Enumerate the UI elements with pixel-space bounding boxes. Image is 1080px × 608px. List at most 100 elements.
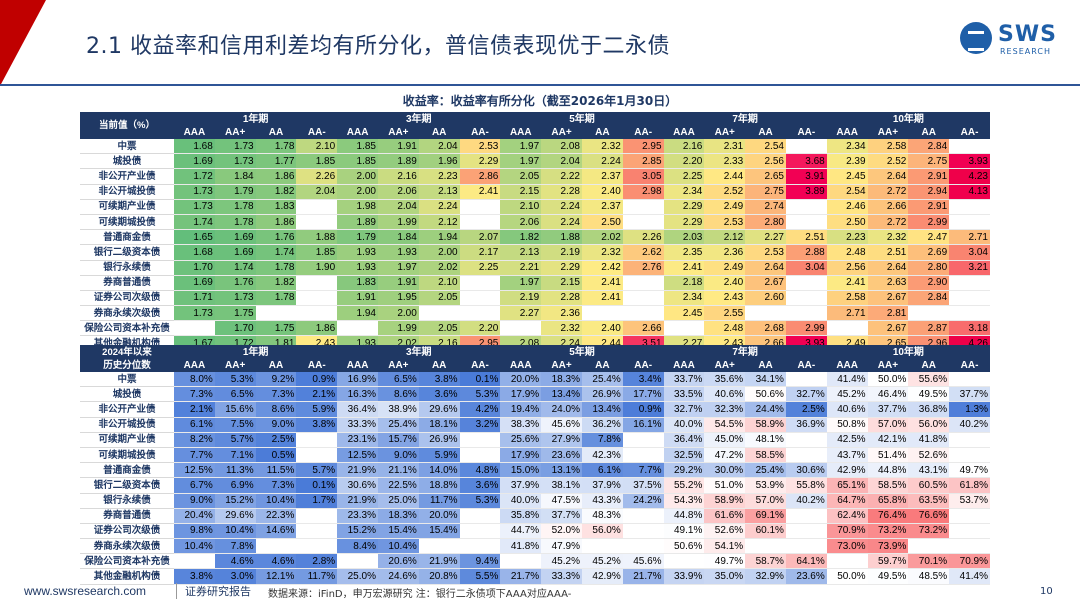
rating-header: AA — [908, 126, 950, 139]
percentile-cell: 1.7% — [296, 493, 338, 509]
percentile-cell: 63.5% — [908, 493, 950, 509]
percentile-cell: 12.1% — [255, 568, 297, 585]
percentile-cell: 13.4% — [541, 386, 582, 403]
percentile-cell: 7.7% — [174, 447, 215, 464]
percentile-cell: 10.4% — [174, 538, 215, 555]
yield-cell: 2.29 — [663, 214, 705, 231]
percentile-cell: 5.9% — [296, 401, 338, 418]
percentile-cell: 18.3% — [541, 372, 582, 388]
yield-cell: 2.16 — [663, 139, 705, 155]
yield-cell: 1.72 — [174, 168, 215, 185]
yield-cell — [785, 214, 827, 231]
percentile-cell: 35.0% — [704, 568, 746, 585]
yield-cell: 2.45 — [826, 168, 868, 185]
yield-cell: 1.85 — [337, 139, 378, 155]
rating-header: AA- — [296, 359, 338, 372]
row-label: 普通商金债 — [80, 229, 174, 246]
yield-cell: 2.99 — [785, 320, 827, 337]
row-label: 银行永续债 — [80, 260, 174, 276]
yield-cell — [459, 214, 501, 231]
percentile-cell: 32.3% — [704, 401, 746, 418]
percentile-cell: 5.3% — [214, 372, 256, 388]
yield-cell: 2.22 — [541, 168, 582, 185]
percentile-cell: 2.5% — [255, 432, 297, 448]
percentile-cell: 60.1% — [745, 523, 786, 540]
yield-cell: 2.62 — [622, 244, 664, 261]
percentile-cell: 14.0% — [418, 462, 460, 479]
yield-cell: 1.76 — [255, 229, 297, 246]
percentile-cell: 25.4% — [581, 372, 623, 388]
yield-cell: 2.41 — [663, 260, 705, 276]
page-number: 10 — [1040, 586, 1053, 597]
percentile-cell: 65.1% — [826, 477, 868, 494]
percentile-cell: 11.7% — [296, 568, 338, 585]
percentile-cell: 5.3% — [459, 493, 501, 509]
yield-cell: 1.68 — [174, 244, 215, 261]
yield-cell: 2.05 — [418, 320, 460, 337]
row-label: 券商永续次级债 — [80, 305, 174, 322]
yield-cell: 2.49 — [704, 260, 746, 276]
yield-cell: 2.40 — [581, 320, 623, 337]
accent-red-corner — [0, 0, 46, 86]
percentile-cell: 40.6% — [826, 401, 868, 418]
percentile-cell: 25.4% — [745, 462, 786, 479]
yield-cell: 1.82 — [255, 184, 297, 200]
percentile-cell: 48.5% — [908, 568, 950, 585]
yield-cell: 1.77 — [255, 153, 297, 170]
rating-header: AA — [418, 126, 460, 139]
percentile-cell: 21.9% — [418, 553, 460, 570]
percentile-cell: 3.6% — [459, 477, 501, 494]
yield-cell — [255, 305, 297, 322]
percentile-cell — [296, 432, 338, 448]
yield-cell: 2.37 — [581, 168, 623, 185]
percentile-cell: 56.0% — [908, 417, 950, 433]
percentile-table: 2024年以来 历史分位数 1年期 3年期 5年期 7年期 10年期 AAA AA+ AA AA- A… — [80, 345, 990, 585]
percentile-cell: 7.3% — [174, 386, 215, 403]
yield-cell: 3.68 — [785, 153, 827, 170]
percentile-cell: 16.3% — [337, 386, 378, 403]
percentile-cell: 7.3% — [255, 386, 297, 403]
yield-cell: 2.28 — [541, 290, 582, 307]
yield-cell: 1.86 — [255, 214, 297, 231]
percentile-cell — [826, 553, 868, 570]
yield-cell — [826, 320, 868, 337]
yield-cell: 1.73 — [214, 153, 256, 170]
row-label: 可续期城投债 — [80, 447, 174, 464]
percentile-cell: 17.9% — [500, 386, 542, 403]
percentile-cell: 50.6% — [745, 386, 786, 403]
percentile-cell — [174, 553, 215, 570]
rating-header: AAA — [337, 126, 378, 139]
percentile-cell: 2.1% — [296, 386, 338, 403]
percentile-cell: 10.4% — [214, 523, 256, 540]
corner-label-text: 当前值（%） — [99, 120, 155, 131]
rating-header: AA — [745, 359, 786, 372]
yield-cell: 1.97 — [500, 275, 542, 291]
table-row: 券商永续次级债 1.73 1.75 1.94 2.00 2.27 2.36 2.45 2.55 2… — [80, 305, 990, 322]
percentile-cell: 5.7% — [296, 462, 338, 479]
yield-cell — [296, 275, 338, 291]
yield-cell: 2.00 — [337, 184, 378, 200]
rating-header-row: AAA AA+ AA AA- AAA AA+ AA AA- AAA AA+ AA AA- AAA AA+ A… — [80, 359, 990, 372]
percentile-cell: 29.2% — [663, 462, 705, 479]
yield-cell — [459, 199, 501, 215]
percentile-cell: 4.6% — [255, 553, 297, 570]
corner-label-line2: 历史分位数 — [103, 359, 151, 371]
rating-header: AA- — [785, 359, 827, 372]
percentile-cell: 65.8% — [867, 493, 909, 509]
yield-cell: 2.80 — [745, 214, 786, 231]
period-header: 3年期 — [337, 112, 501, 126]
percentile-cell: 3.4% — [622, 372, 664, 388]
yield-cell: 1.96 — [418, 153, 460, 170]
percentile-cell: 44.7% — [500, 523, 542, 540]
corner-label-line1: 2024年以来 — [102, 346, 152, 358]
percentile-cell: 16.9% — [337, 372, 378, 388]
footer-url[interactable]: www.swsresearch.com — [24, 584, 147, 598]
percentile-cell: 45.0% — [704, 432, 746, 448]
yield-cell — [949, 139, 990, 155]
percentile-cell: 37.9% — [581, 477, 623, 494]
percentile-cell: 38.1% — [541, 477, 582, 494]
percentile-cell: 32.7% — [663, 401, 705, 418]
row-label: 中票 — [80, 372, 174, 388]
percentile-cell: 4.8% — [459, 462, 501, 479]
percentile-cell: 58.5% — [745, 447, 786, 464]
